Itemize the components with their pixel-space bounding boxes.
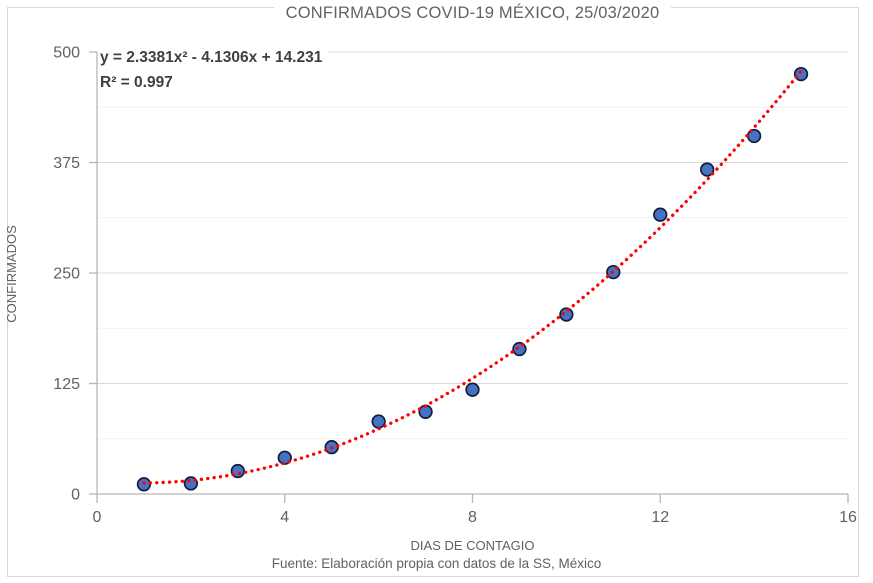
data-point (465, 382, 480, 397)
x-tick-label: 12 (651, 509, 669, 526)
chart-title: CONFIRMADOS COVID-19 MÉXICO, 25/03/2020 (273, 4, 672, 23)
trendline-r2: R² = 0.997 (100, 74, 173, 91)
source-note: Fuente: Elaboración propia con datos de … (271, 556, 602, 571)
trendline-equation-box: y = 2.3381x² - 4.1306x + 14.231 R² = 0.9… (98, 44, 329, 97)
data-point (700, 162, 715, 177)
data-point (371, 414, 386, 429)
chart-title-row: CONFIRMADOS COVID-19 MÉXICO, 25/03/2020 (97, 4, 848, 23)
y-axis-title: CONFIRMADOS (4, 225, 19, 323)
y-tick-label: 375 (53, 155, 80, 172)
data-point (559, 307, 574, 322)
y-tick-label: 125 (53, 376, 80, 393)
x-tick-label: 0 (93, 509, 102, 526)
trendline-equation: y = 2.3381x² - 4.1306x + 14.231 (100, 49, 323, 66)
trend-line (142, 69, 803, 485)
y-tick-label: 0 (71, 487, 80, 504)
data-point (653, 207, 668, 222)
x-axis-title: DIAS DE CONTAGIO (410, 538, 535, 553)
y-tick-label: 250 (53, 266, 80, 283)
x-tick-label: 8 (468, 509, 477, 526)
x-tick-label: 4 (280, 509, 289, 526)
x-tick-label: 16 (839, 509, 857, 526)
y-tick-label: 500 (53, 45, 80, 62)
